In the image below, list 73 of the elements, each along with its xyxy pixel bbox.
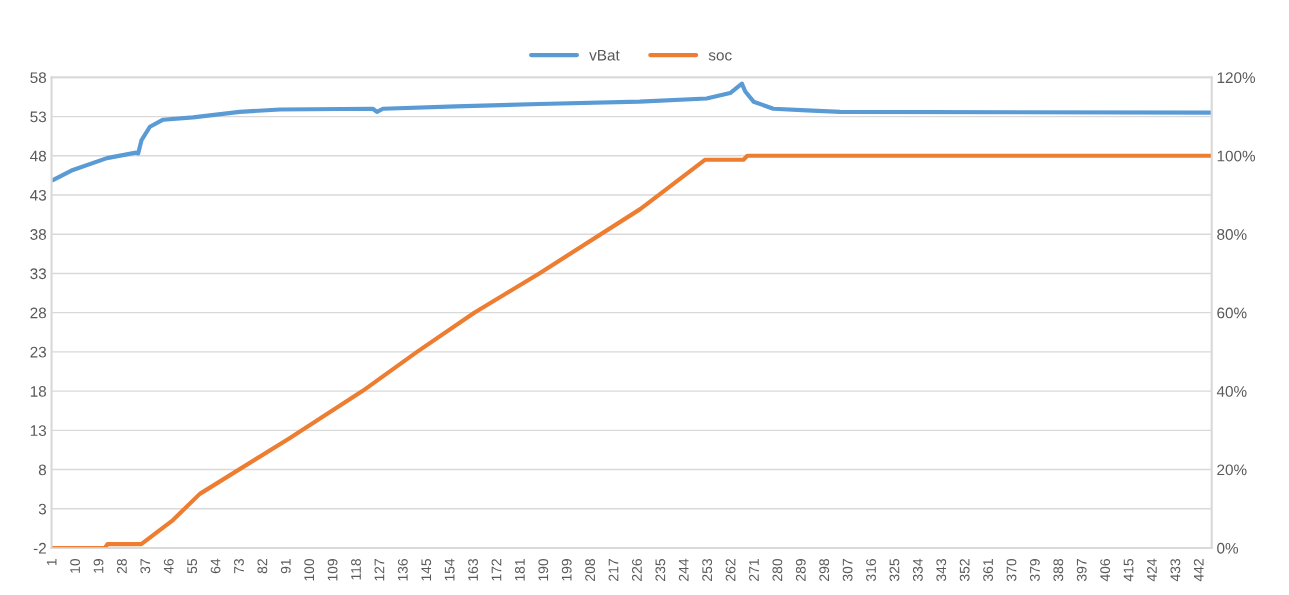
x-tick-label: 127 [374,559,385,581]
y-tick-label: 8 [38,464,47,476]
legend-label: soc [708,52,732,61]
x-tick-label: 145 [421,558,432,581]
y-tick-label: 28 [30,307,47,319]
x-tick-label: 424 [1147,558,1157,582]
x-tick-label: 46 [163,559,174,574]
x-tick-label: 406 [1100,559,1111,582]
x-tick-label: 415 [1123,558,1134,582]
x-tick-label: 73 [234,559,244,574]
x-tick-label: 289 [795,559,806,581]
y2-tick-label: 60% [1217,307,1247,319]
x-tick-label: 271 [749,559,759,581]
x-tick-label: 181 [514,559,525,581]
x-tick-label: 379 [1029,559,1040,582]
line-series [51,81,1212,183]
x-tick-label: 19 [93,559,104,573]
x-tick-label: 388 [1053,559,1064,582]
y-tick-label: 3 [38,503,47,515]
x-tick-label: 172 [491,559,502,581]
y2-tick-label: 40% [1216,385,1247,397]
x-tick-label: 190 [538,558,549,581]
x-tick-label: 253 [702,559,713,581]
y2-tick-label: 120% [1217,72,1256,84]
y-tick-label: 53 [30,111,47,123]
y2-tick-label: 100% [1217,150,1256,162]
x-tick-label: 109 [327,559,338,581]
x-tick-label: 442 [1193,559,1204,582]
y-tick-label: 58 [30,72,47,84]
x-tick-label: 316 [866,559,876,582]
legend-label: vBat [589,49,620,61]
x-tick-label: 298 [819,559,830,581]
y-tick-label: -2 [33,542,46,554]
x-tick-label: 361 [983,559,993,582]
x-tick-label: 199 [561,559,572,581]
x-tick-label: 334 [912,558,923,582]
x-tick-label: 154 [444,558,455,581]
x-tick-label: 100 [304,558,315,581]
y-tick-label: 13 [30,425,47,437]
y2-tick-label: 0% [1217,542,1239,554]
x-tick-label: 280 [772,558,783,581]
x-tick-label: 244 [678,558,689,581]
x-tick-label: 55 [187,558,198,574]
x-tick-label: 163 [468,559,478,581]
y2-tick-label: 20% [1217,464,1247,476]
x-tick-label: 217 [608,559,619,581]
x-tick-label: 1 [46,559,57,566]
x-tick-label: 352 [959,559,970,582]
y-tick-label: 23 [30,346,47,358]
x-tick-label: 397 [1076,559,1087,582]
x-tick-label: 325 [889,558,900,582]
x-tick-label: 262 [725,559,736,581]
x-tick-label: 370 [1006,558,1017,582]
x-tick-label: 208 [585,559,596,581]
y2-tick-label: 80% [1217,229,1247,240]
x-tick-label: 235 [655,558,666,581]
x-tick-label: 343 [936,559,947,582]
x-tick-label: 10 [70,558,80,573]
x-tick-label: 118 [351,559,361,580]
y-tick-label: 48 [30,150,47,162]
x-tick-label: 307 [842,559,853,582]
x-tick-label: 91 [280,559,291,574]
x-tick-label: 136 [397,559,408,581]
x-tick-label: 37 [140,559,151,574]
x-tick-label: 433 [1170,559,1181,582]
y-tick-label: 38 [30,229,47,240]
y-tick-label: 33 [30,268,47,280]
x-tick-label: 28 [116,559,127,574]
y-tick-label: 18 [30,385,47,397]
x-tick-label: 226 [632,559,642,581]
x-tick-label: 64 [210,558,221,574]
x-tick-label: 82 [257,559,268,574]
y-tick-label: 43 [30,189,47,201]
